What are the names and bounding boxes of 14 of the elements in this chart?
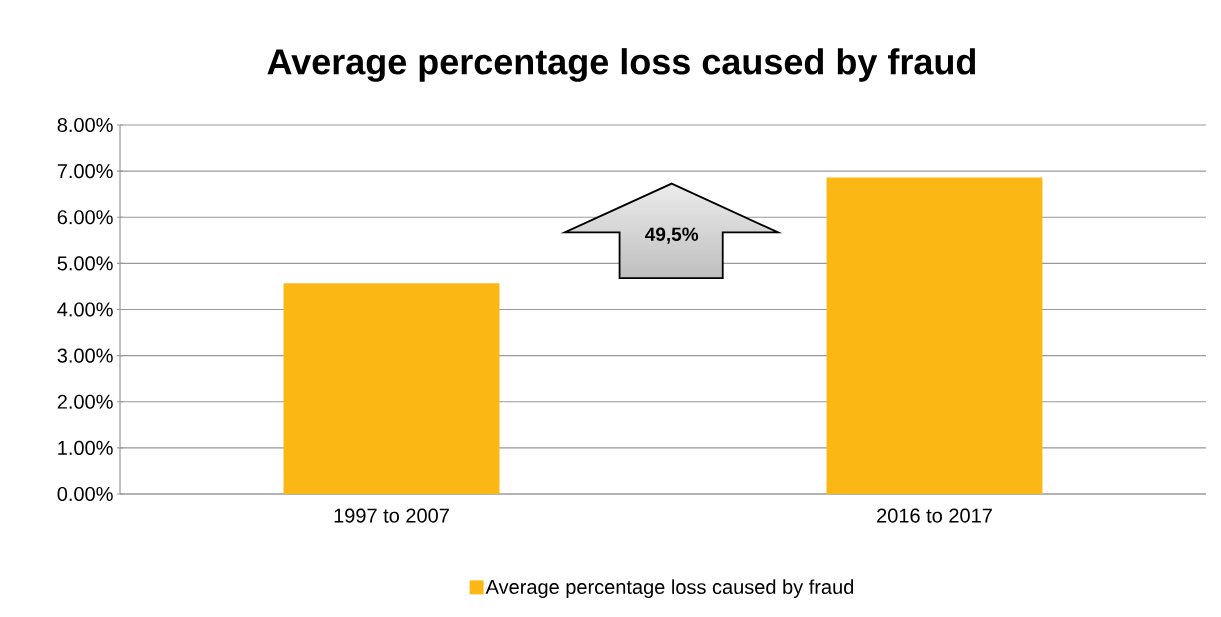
y-tick-label: 5.00%: [57, 256, 113, 271]
y-tick-label: 8.00%: [57, 117, 113, 133]
chart-title: Average percentage loss caused by fraud: [267, 48, 976, 82]
y-tick-label: 7.00%: [57, 164, 113, 179]
y-tick-label: 1.00%: [58, 440, 113, 455]
y-tick-label: 3.00%: [57, 348, 113, 363]
annotation: 49,5%: [645, 227, 699, 244]
y-tick-label: 2.00%: [57, 394, 113, 409]
y-tick-label: 0.00%: [57, 486, 113, 502]
y-tick-label: 4.00%: [57, 302, 113, 317]
legend-label: Average percentage loss caused by fraud: [485, 579, 854, 599]
x-tick-label: 1997 to 2007: [334, 508, 449, 523]
y-tick-label: 6.00%: [57, 210, 113, 225]
x-tick-label: 2016 to 2017: [877, 508, 992, 523]
